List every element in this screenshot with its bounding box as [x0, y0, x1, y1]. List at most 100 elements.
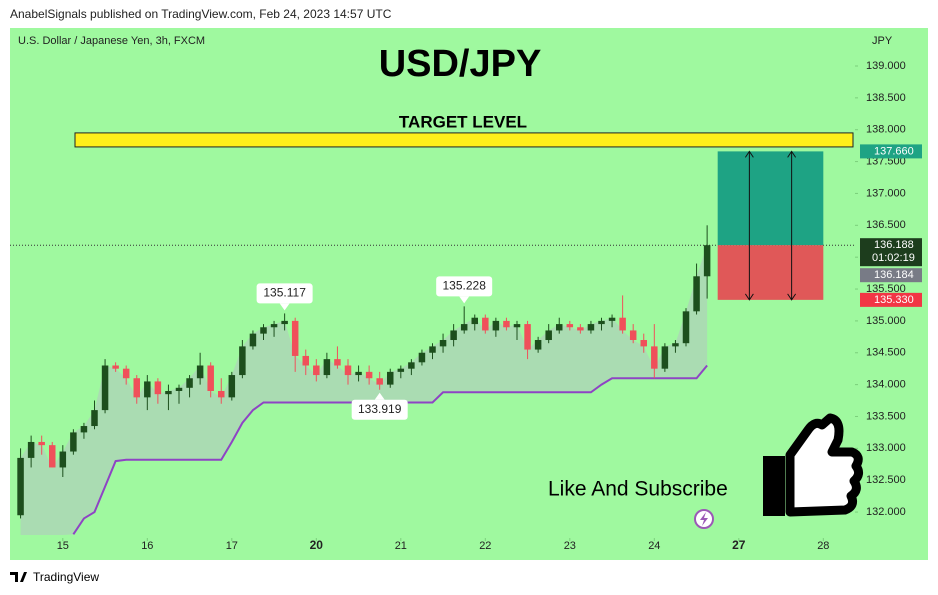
candle-body [249, 333, 257, 347]
price-label: 137.660 [874, 145, 914, 157]
candle-body [682, 311, 690, 344]
candle-body [661, 346, 669, 369]
candle-body [80, 426, 88, 433]
price-label: 136.184 [874, 269, 914, 281]
candle-body [291, 320, 299, 356]
candle-body [302, 355, 309, 366]
candle-body [49, 445, 56, 468]
candle-body [429, 346, 436, 353]
candle-body [418, 352, 426, 363]
countdown-label: 01:02:19 [872, 252, 915, 264]
plot-layer: 132.000 132.500 133.000 133.500 134.000 134.5… [10, 60, 922, 552]
thumbs-up-icon [763, 413, 864, 517]
target-label: TARGET LEVEL [399, 112, 527, 131]
candle-body [608, 317, 616, 321]
candle-body [482, 317, 489, 331]
callout-box [351, 399, 408, 420]
candle-body [513, 324, 521, 328]
x-tick-label: 28 [817, 540, 829, 552]
candle-body [281, 320, 288, 325]
x-tick-label: 17 [226, 540, 238, 552]
candle-body [154, 381, 162, 395]
candle-body [175, 387, 183, 391]
candle-body [70, 432, 77, 452]
callout-box [256, 283, 313, 304]
candle-body [503, 320, 510, 328]
tradingview-logo: TradingView [10, 570, 99, 584]
symbol-subtitle: U.S. Dollar / Japanese Yen, 3h, FXCM [18, 35, 205, 47]
candle-body [165, 390, 172, 395]
x-tick-label: 23 [564, 540, 576, 552]
candle-body [672, 343, 679, 347]
candle-body [471, 317, 478, 325]
y-tick-label: 135.000 [866, 315, 906, 327]
overlay-text: Like And Subscribe [548, 478, 728, 501]
price-label-box [860, 292, 922, 307]
candle-body [144, 381, 151, 398]
candle-body [196, 365, 204, 379]
candle-body [651, 346, 658, 369]
range-arrow [787, 150, 797, 301]
candle-body [524, 324, 531, 350]
candle-body [112, 365, 119, 369]
candle-body [270, 324, 278, 328]
candle-body [492, 320, 500, 331]
x-tick-label: 20 [310, 538, 324, 552]
price-label: 135.330 [874, 294, 914, 306]
candle-body [365, 371, 373, 379]
candle-body [545, 330, 552, 341]
candle-body [334, 359, 341, 366]
price-label: 136.188 [874, 239, 914, 251]
target-band [74, 132, 854, 148]
price-label-box [860, 268, 922, 283]
x-tick-label: 21 [395, 540, 407, 552]
candle-body [619, 317, 626, 331]
y-tick-label: 133.500 [866, 410, 906, 422]
x-tick-label: 24 [648, 540, 660, 552]
y-tick-label: 139.000 [866, 60, 906, 72]
y-tick-label: 135.500 [866, 283, 906, 295]
callout-label: 135.228 [442, 279, 486, 293]
candle-body [313, 365, 320, 376]
y-tick-label: 138.000 [866, 124, 906, 136]
candle-body [640, 340, 647, 347]
candle-body [439, 340, 447, 347]
currency-label: JPY [872, 35, 893, 47]
chart-title: USD/JPY [379, 43, 542, 85]
candle-body [239, 346, 246, 376]
price-label-box [860, 238, 922, 267]
indicator-fill [20, 245, 708, 535]
y-tick-label: 133.000 [866, 442, 906, 454]
candle-body [450, 330, 457, 341]
x-tick-label: 27 [732, 538, 746, 552]
candle-body [556, 324, 563, 331]
candle-body [387, 371, 394, 385]
candle-body [355, 371, 362, 376]
candle-body [566, 324, 574, 328]
candle-body [693, 276, 700, 312]
y-tick-label: 137.000 [866, 187, 906, 199]
candle-body [27, 441, 35, 458]
stop-zone [717, 245, 824, 300]
candle-body [598, 320, 605, 325]
candle-body [38, 441, 45, 446]
footer-text: TradingView [33, 570, 99, 584]
candle-body [207, 365, 214, 391]
candle-body [17, 457, 24, 516]
y-tick-label: 138.500 [866, 92, 906, 104]
price-label-box [860, 144, 922, 159]
y-tick-label: 136.500 [866, 219, 906, 231]
callout-label: 135.117 [263, 286, 306, 300]
candle-body [323, 359, 331, 376]
callout-label: 133.919 [358, 402, 402, 416]
candle-body [344, 365, 352, 376]
candle-body [577, 327, 584, 331]
candle-body [59, 451, 67, 468]
callout-pointer [459, 296, 470, 304]
candle-body [133, 378, 140, 398]
candle-body [703, 245, 711, 277]
candle-body [408, 362, 415, 369]
target-zone [717, 151, 824, 246]
range-arrow [744, 150, 754, 301]
